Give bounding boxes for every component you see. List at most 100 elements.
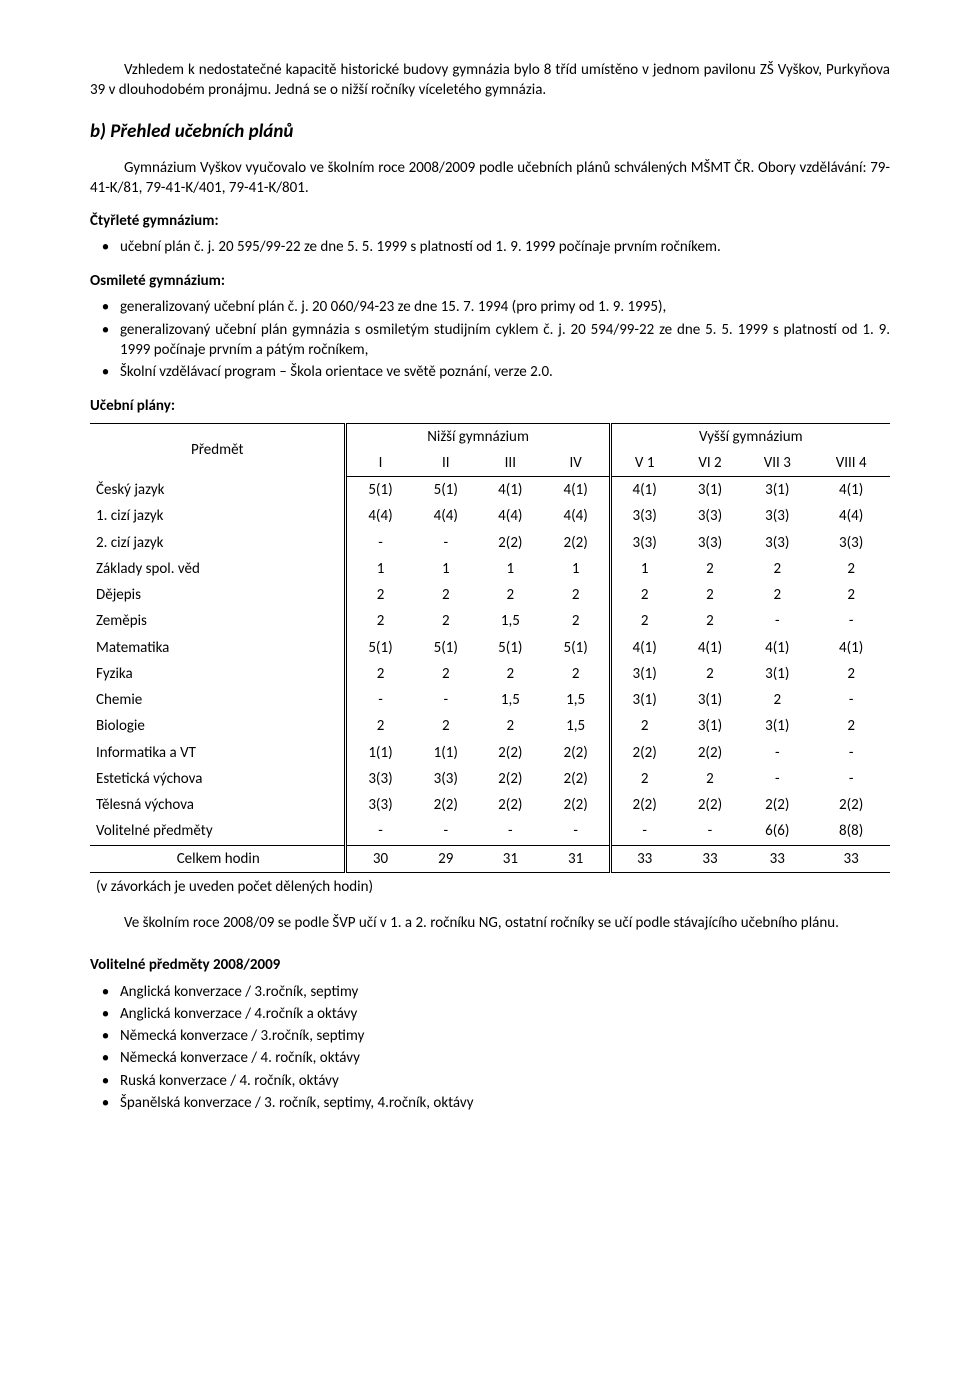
- table-cell: -: [812, 766, 890, 792]
- osmilete-heading: Osmileté gymnázium:: [90, 271, 890, 291]
- col-header: I: [346, 450, 414, 477]
- table-cell: 6(6): [742, 818, 812, 845]
- table-cell: 3(3): [346, 792, 414, 818]
- table-cell: 2(2): [543, 530, 611, 556]
- table-cell: -: [812, 608, 890, 634]
- table-cell: 2: [678, 661, 743, 687]
- table-note: (v závorkách je uveden počet dělených ho…: [96, 877, 890, 897]
- table-subject: Dějepis: [90, 582, 346, 608]
- total-cell: 31: [478, 845, 543, 872]
- table-cell: -: [346, 530, 414, 556]
- table-cell: 4(1): [478, 477, 543, 504]
- table-cell: 2: [678, 582, 743, 608]
- table-cell: 4(4): [414, 503, 479, 529]
- col-header: VI 2: [678, 450, 743, 477]
- table-cell: 2: [543, 661, 611, 687]
- table-cell: 2(2): [543, 766, 611, 792]
- table-subject: Matematika: [90, 635, 346, 661]
- col-header: VII 3: [742, 450, 812, 477]
- table-cell: 3(1): [678, 713, 743, 739]
- table-cell: 2: [414, 713, 479, 739]
- col-header: IV: [543, 450, 611, 477]
- table-cell: 5(1): [346, 635, 414, 661]
- table-cell: 4(1): [610, 635, 678, 661]
- table-cell: 3(1): [610, 687, 678, 713]
- table-cell: 3(3): [742, 503, 812, 529]
- table-subject: 2. cizí jazyk: [90, 530, 346, 556]
- table-cell: 4(1): [812, 477, 890, 504]
- col-group-upper: Vyšší gymnázium: [610, 423, 890, 450]
- section-b-heading: b) Přehled učebních plánů: [90, 119, 890, 145]
- table-cell: 2: [414, 582, 479, 608]
- table-cell: 3(1): [742, 477, 812, 504]
- list-item: Školní vzdělávací program – Škola orient…: [116, 362, 890, 382]
- table-cell: 2: [742, 687, 812, 713]
- table-cell: 5(1): [346, 477, 414, 504]
- table-cell: 1,5: [478, 687, 543, 713]
- table-cell: -: [610, 818, 678, 845]
- list-item: Ruská konverzace / 4. ročník, oktávy: [116, 1071, 890, 1091]
- table-cell: 3(1): [678, 687, 743, 713]
- table-cell: 2: [610, 582, 678, 608]
- after-table-paragraph: Ve školním roce 2008/09 se podle ŠVP učí…: [90, 913, 890, 933]
- table-cell: 2: [414, 661, 479, 687]
- table-cell: 2(2): [610, 740, 678, 766]
- table-cell: 3(3): [346, 766, 414, 792]
- list-item: učební plán č. j. 20 595/99-22 ze dne 5.…: [116, 237, 890, 257]
- table-cell: 2: [610, 713, 678, 739]
- table-cell: 1,5: [478, 608, 543, 634]
- table-cell: 2: [812, 713, 890, 739]
- table-subject: Volitelné předměty: [90, 818, 346, 845]
- table-cell: 2: [742, 582, 812, 608]
- table-cell: 1: [346, 556, 414, 582]
- table-cell: 2: [346, 713, 414, 739]
- total-cell: 33: [678, 845, 743, 872]
- table-subject: Informatika a VT: [90, 740, 346, 766]
- table-cell: 3(1): [742, 661, 812, 687]
- table-cell: 4(1): [812, 635, 890, 661]
- table-cell: 4(1): [678, 635, 743, 661]
- table-cell: -: [543, 818, 611, 845]
- table-cell: 2: [812, 582, 890, 608]
- table-cell: 3(1): [610, 661, 678, 687]
- table-cell: 2(2): [543, 792, 611, 818]
- table-subject: Tělesná výchova: [90, 792, 346, 818]
- col-header: II: [414, 450, 479, 477]
- table-cell: 2: [543, 608, 611, 634]
- total-cell: 33: [742, 845, 812, 872]
- table-cell: 2: [678, 556, 743, 582]
- table-subject: 1. cizí jazyk: [90, 503, 346, 529]
- table-cell: 5(1): [543, 635, 611, 661]
- table-cell: 4(1): [742, 635, 812, 661]
- table-cell: 2: [678, 766, 743, 792]
- table-cell: 4(1): [543, 477, 611, 504]
- table-cell: -: [414, 687, 479, 713]
- table-cell: 2: [678, 608, 743, 634]
- table-cell: 1,5: [543, 687, 611, 713]
- list-item: Anglická konverzace / 4.ročník a oktávy: [116, 1004, 890, 1024]
- table-subject: Základy spol. věd: [90, 556, 346, 582]
- table-cell: 2: [812, 661, 890, 687]
- total-cell: 33: [812, 845, 890, 872]
- table-cell: 5(1): [414, 635, 479, 661]
- table-cell: -: [346, 687, 414, 713]
- table-cell: 2: [346, 608, 414, 634]
- table-cell: 4(4): [812, 503, 890, 529]
- table-subject: Estetická výchova: [90, 766, 346, 792]
- col-subject: Předmět: [90, 423, 346, 477]
- table-cell: 3(3): [812, 530, 890, 556]
- table-subject: Chemie: [90, 687, 346, 713]
- table-cell: 2: [346, 582, 414, 608]
- table-cell: 2: [414, 608, 479, 634]
- table-cell: 1: [543, 556, 611, 582]
- total-cell: 31: [543, 845, 611, 872]
- col-header: V 1: [610, 450, 678, 477]
- table-cell: 3(3): [610, 503, 678, 529]
- table-cell: 5(1): [478, 635, 543, 661]
- table-cell: -: [346, 818, 414, 845]
- table-cell: 2(2): [478, 740, 543, 766]
- total-label: Celkem hodin: [90, 845, 346, 872]
- col-header: III: [478, 450, 543, 477]
- table-cell: 2(2): [678, 740, 743, 766]
- table-cell: -: [414, 530, 479, 556]
